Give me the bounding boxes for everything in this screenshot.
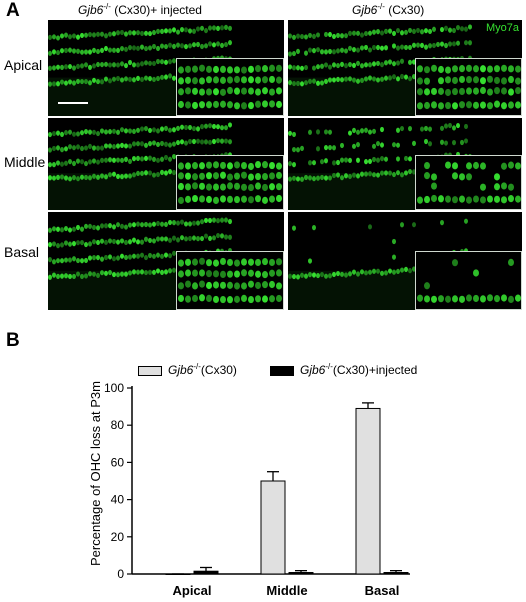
legend-suffix: (Cx30) [200,363,237,377]
column-superscript: -/- [377,2,385,11]
y-tick-label: 20 [111,530,125,544]
micrograph-injected-apical [48,20,284,116]
row-label-basal: Basal [4,244,40,260]
bar [288,572,314,575]
row-label-middle: Middle [4,154,46,170]
column-title-injected: Gjb6-/- (Cx30)+ injected [78,2,202,17]
legend-superscript: -/- [193,362,201,371]
legend-gene: Gjb6 [300,363,326,377]
y-tick-label: 100 [104,381,124,395]
panel-b-letter: B [6,330,20,351]
legend-swatch-injected [270,366,294,376]
legend-swatch-untreated [138,366,162,376]
legend-suffix: (Cx30)+injected [332,363,418,377]
legend-gene: Gjb6 [168,363,194,377]
column-title-untreated: Gjb6-/- (Cx30) [352,2,424,17]
micrograph-untreated-apical [288,20,522,116]
y-tick-label: 0 [117,567,124,581]
bar [260,480,286,575]
micrograph-injected-middle [48,118,284,210]
scale-bar [58,102,88,104]
legend-superscript: -/- [325,362,333,371]
legend-label-injected: Gjb6-/-(Cx30)+injected [300,362,417,377]
bar [355,407,381,575]
row-label-apical: Apical [4,57,43,73]
micrograph-inset [176,58,284,116]
column-gene: Gjb6 [352,3,378,17]
myo7a-stain-label: Myo7a [486,22,520,34]
micrograph-inset [176,251,284,310]
micrograph-injected-basal [48,212,284,310]
micrograph-inset [176,155,284,210]
micrograph-untreated-middle [288,118,522,210]
y-tick-label: 80 [111,418,125,432]
x-category-label: Apical [172,583,211,598]
panel-a-letter: A [6,0,20,21]
micrograph-inset [415,155,522,210]
column-suffix: (Cx30) [384,3,425,17]
x-category-label: Basal [365,583,400,598]
micrograph-inset [415,58,522,116]
micrograph-inset [415,251,522,310]
y-tick-label: 40 [111,493,125,507]
column-superscript: -/- [103,2,111,11]
x-category-label: Middle [266,583,307,598]
bar [383,572,409,575]
micrograph-untreated-basal [288,212,522,310]
column-suffix: (Cx30)+ injected [110,3,202,17]
bar [193,570,219,575]
column-gene: Gjb6 [78,3,104,17]
y-tick-label: 60 [111,455,125,469]
legend-label-untreated: Gjb6-/-(Cx30) [168,362,237,377]
